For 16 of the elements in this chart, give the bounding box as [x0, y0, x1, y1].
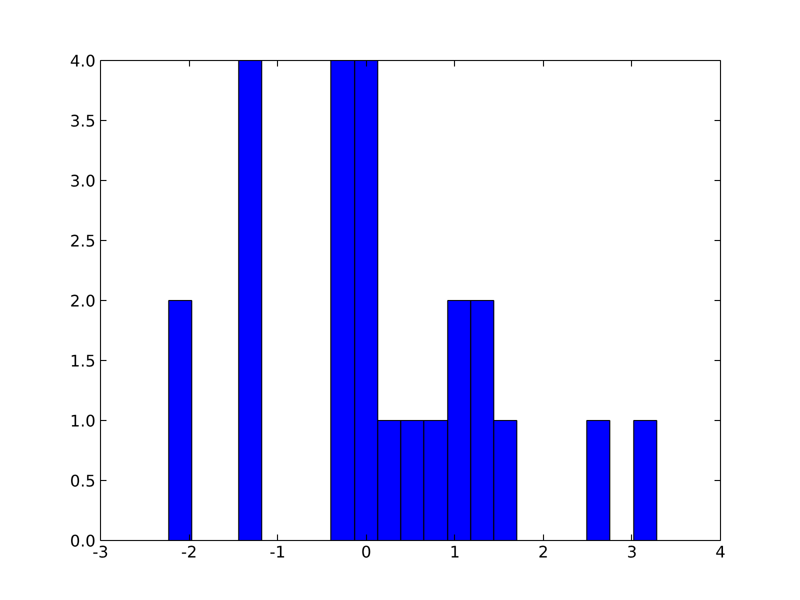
- x-tick-label: -2: [181, 542, 198, 562]
- y-tick-label: 1.5: [70, 352, 96, 370]
- y-tick-label: 0.0: [70, 532, 96, 550]
- y-tick-label: 0.5: [70, 472, 96, 490]
- x-tick-label: 1: [450, 542, 460, 562]
- y-tick-label: 1.0: [70, 412, 96, 430]
- y-tick-label: 2.0: [70, 292, 96, 310]
- y-tick-label: 3.5: [70, 112, 96, 130]
- y-tick-label: 2.5: [70, 232, 96, 250]
- x-tick-label: 4: [715, 542, 726, 562]
- y-tick-label: 3.0: [70, 172, 96, 190]
- y-tick-label: 4.0: [70, 52, 96, 70]
- x-tick-label: 2: [538, 542, 548, 562]
- x-tick-label: -1: [270, 542, 286, 562]
- x-tick-label: 0: [361, 542, 372, 562]
- x-tick-label: 3: [626, 542, 638, 562]
